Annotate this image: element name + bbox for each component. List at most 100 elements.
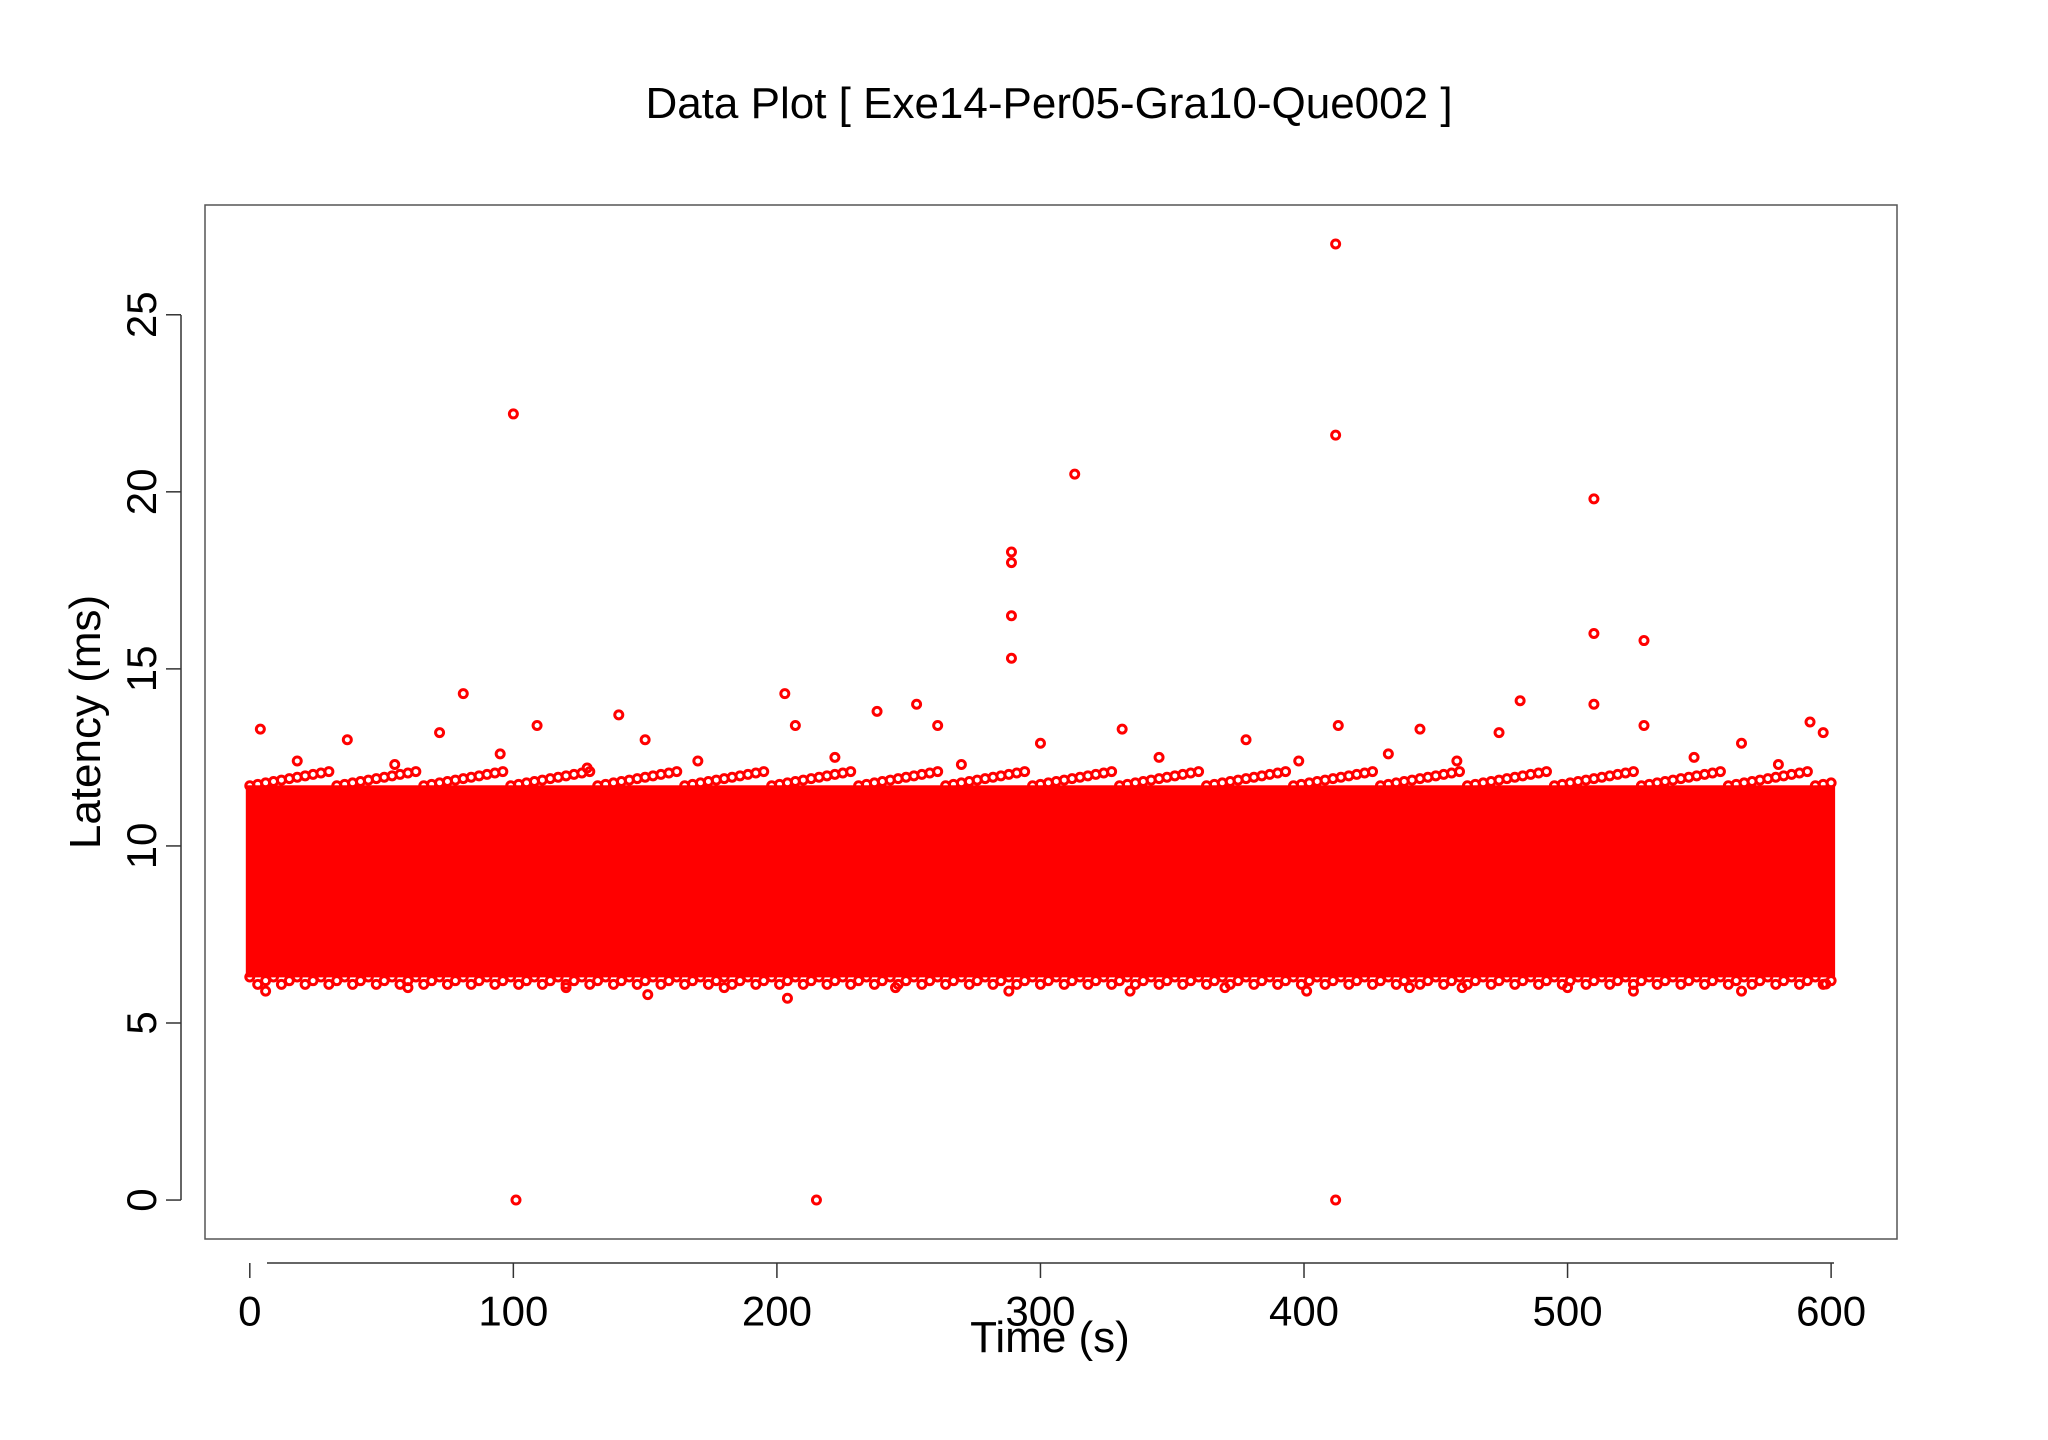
band-edge-point [1287, 971, 1299, 983]
band-edge-point [528, 971, 540, 983]
band-edge-point [362, 971, 374, 983]
x-axis-ticks: 0 100 200 300 400 500 600 [238, 1263, 1866, 1334]
data-point [1772, 758, 1784, 770]
dense-point-band [244, 766, 1837, 990]
data-point [1382, 748, 1394, 760]
data-point [434, 727, 446, 739]
band-edge-point [1454, 766, 1466, 778]
band-edge-point [758, 766, 770, 778]
band-edge-point [1501, 971, 1513, 983]
data-points [254, 238, 1832, 1206]
band-edge-point [789, 971, 801, 983]
band-edge-point [1106, 766, 1118, 778]
band-edge-point [1596, 971, 1608, 983]
data-point [718, 982, 730, 994]
band-edge-point [955, 971, 967, 983]
data-point [1005, 610, 1017, 622]
band-edge-point [1801, 766, 1813, 778]
band-edge-point [1667, 971, 1679, 983]
band-edge-point [315, 971, 327, 983]
y-tick-label: 15 [118, 646, 165, 693]
band-edge-point [1809, 971, 1821, 983]
band-edge-point [837, 971, 849, 983]
data-point [911, 698, 923, 710]
band-edge-point [410, 971, 422, 983]
band-edge-point [481, 971, 493, 983]
data-point [254, 723, 266, 735]
band-edge-point [1525, 971, 1537, 983]
data-point [1638, 635, 1650, 647]
band-edge-point [813, 971, 825, 983]
data-point [1003, 985, 1015, 997]
data-point [1736, 985, 1748, 997]
data-point [402, 982, 414, 994]
band-edge-point [339, 971, 351, 983]
band-edge-point [1627, 766, 1639, 778]
band-edge-point [1145, 971, 1157, 983]
data-point [260, 985, 272, 997]
data-point [1293, 755, 1305, 767]
band-edge-point [576, 971, 588, 983]
data-point [1627, 985, 1639, 997]
data-point [1124, 985, 1136, 997]
band-edge-point [766, 971, 778, 983]
data-point [1688, 751, 1700, 763]
data-point [1403, 982, 1415, 994]
data-point [1588, 698, 1600, 710]
data-point [1456, 982, 1468, 994]
band-edge-point [600, 971, 612, 983]
data-point [810, 1194, 822, 1206]
data-point [507, 408, 519, 420]
data-point [1451, 755, 1463, 767]
data-point [1562, 982, 1574, 994]
data-point [1034, 737, 1046, 749]
data-point [1514, 695, 1526, 707]
band-edge-point [647, 971, 659, 983]
data-point [457, 688, 469, 700]
band-edge-point [671, 971, 683, 983]
data-point [642, 989, 654, 1001]
data-point [1588, 493, 1600, 505]
band-edge-point [1477, 971, 1489, 983]
data-point [1219, 982, 1231, 994]
data-point [341, 734, 353, 746]
data-point [1817, 727, 1829, 739]
y-tick-label: 5 [118, 1011, 165, 1034]
band-edge-point [1193, 971, 1205, 983]
band-edge-point [1454, 971, 1466, 983]
data-point [1638, 720, 1650, 732]
data-point [531, 720, 543, 732]
band-edge-point [505, 971, 517, 983]
band-edge-point [552, 971, 564, 983]
chart-title: Data Plot [ Exe14-Per05-Gra10-Que002 ] [645, 79, 1452, 128]
data-point [932, 720, 944, 732]
band-edge-point [1540, 766, 1552, 778]
data-point [1330, 238, 1342, 250]
band-edge-point [718, 971, 730, 983]
data-point [1240, 734, 1252, 746]
data-point [1005, 546, 1017, 558]
data-point [1330, 1194, 1342, 1206]
plot-frame [204, 204, 1898, 1240]
band-edge-point [1738, 971, 1750, 983]
x-axis-label: Time (s) [970, 1313, 1130, 1362]
data-point [1005, 652, 1017, 664]
data-point [692, 755, 704, 767]
band-edge-point [694, 971, 706, 983]
data-point [389, 758, 401, 770]
data-point [291, 755, 303, 767]
band-edge-point [1572, 971, 1584, 983]
band-edge-point [1019, 766, 1031, 778]
band-edge-point [1382, 971, 1394, 983]
data-point [955, 758, 967, 770]
data-point [510, 1194, 522, 1206]
band-edge-point [908, 971, 920, 983]
data-point [639, 734, 651, 746]
data-point [1005, 557, 1017, 569]
band-edge-point [845, 766, 857, 778]
data-point [1804, 716, 1816, 728]
band-edge-point [623, 971, 635, 983]
band-edge-point [1786, 971, 1798, 983]
band-edge-point [323, 766, 335, 778]
